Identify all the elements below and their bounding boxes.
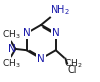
Text: Cl: Cl — [68, 65, 77, 75]
Text: N: N — [8, 44, 16, 54]
Text: CH$_3$: CH$_3$ — [2, 57, 20, 70]
Text: N: N — [52, 28, 60, 38]
Text: N: N — [23, 28, 30, 38]
Text: NH$_2$: NH$_2$ — [50, 3, 70, 17]
Text: N: N — [37, 54, 45, 64]
Text: CH$_3$: CH$_3$ — [2, 28, 20, 41]
Text: CH$_2$: CH$_2$ — [64, 58, 83, 70]
